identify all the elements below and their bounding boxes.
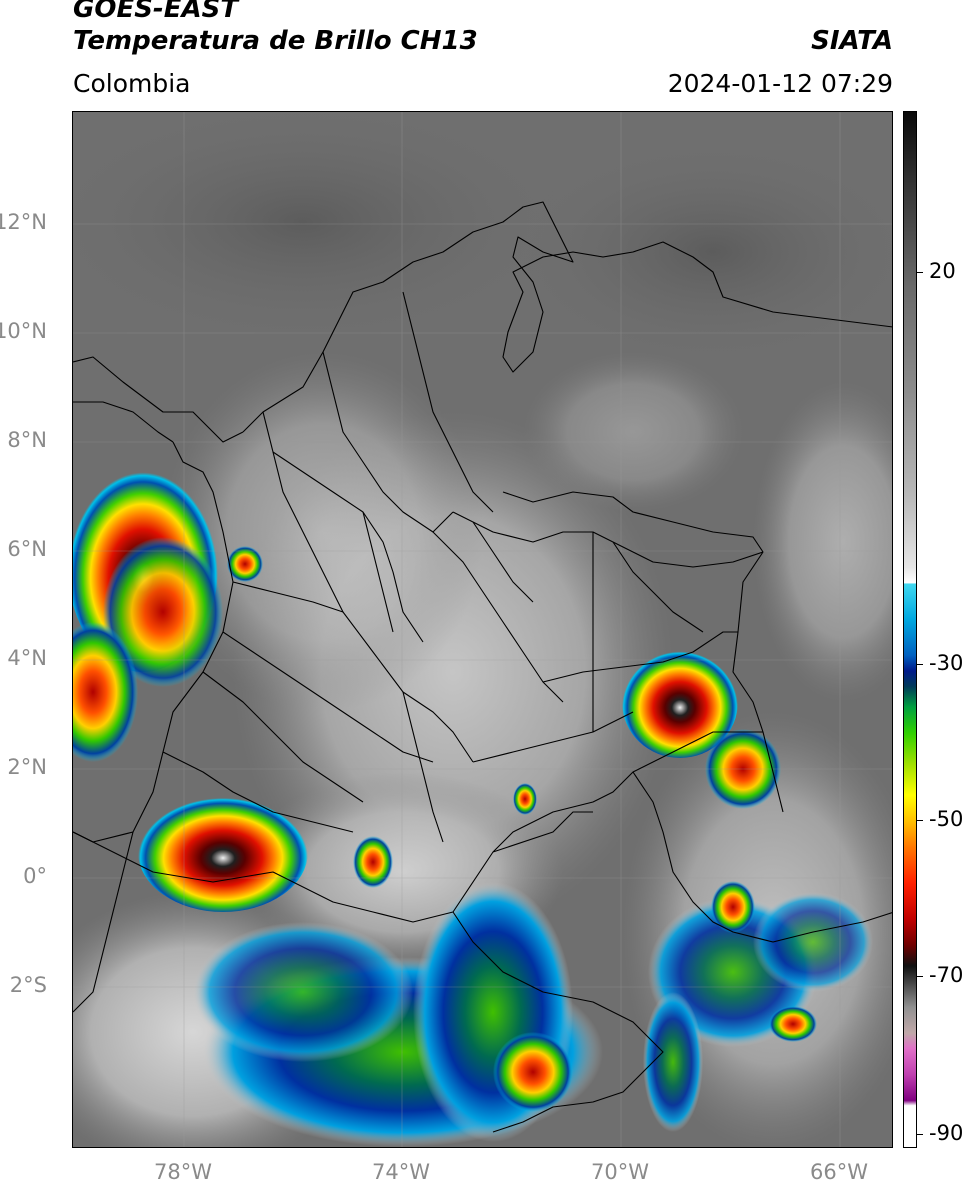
lat-label-2s: 2°S xyxy=(9,973,47,997)
lon-label-78w: 78°W xyxy=(154,1160,212,1184)
colorbar-label-minus70: -70 xyxy=(929,963,964,987)
lat-label-10n: 10°N xyxy=(0,319,47,343)
lon-label-74w: 74°W xyxy=(372,1160,430,1184)
lat-label-4n: 4°N xyxy=(7,646,47,670)
colorbar-tick xyxy=(917,820,923,821)
colorbar-label-minus50: -50 xyxy=(929,807,964,831)
lat-label-0: 0° xyxy=(23,864,47,888)
colorbar-label-minus30: -30 xyxy=(929,651,964,675)
lon-label-66w: 66°W xyxy=(810,1160,868,1184)
colorbar-tick xyxy=(917,272,923,273)
colorbar-tick xyxy=(917,1134,923,1135)
lat-label-2n: 2°N xyxy=(7,755,47,779)
lat-label-12n: 12°N xyxy=(0,210,47,234)
satellite-title: GOES-EAST xyxy=(73,0,239,24)
lon-label-70w: 70°W xyxy=(591,1160,649,1184)
region-label: Colombia xyxy=(73,69,191,98)
satellite-map[interactable] xyxy=(72,111,893,1148)
datetime-label: 2024-01-12 07:29 xyxy=(667,69,893,98)
temperature-colorbar xyxy=(903,111,917,1148)
lat-label-8n: 8°N xyxy=(7,428,47,452)
colorbar-tick xyxy=(917,976,923,977)
product-title: Temperatura de Brillo CH13 xyxy=(73,26,478,56)
colorbar-label-20: 20 xyxy=(929,259,956,283)
colorbar-label-minus90: -90 xyxy=(929,1121,964,1145)
colorbar-tick xyxy=(917,664,923,665)
map-canvas xyxy=(73,112,892,1147)
organization-label: SIATA xyxy=(811,26,893,56)
lat-label-6n: 6°N xyxy=(7,537,47,561)
